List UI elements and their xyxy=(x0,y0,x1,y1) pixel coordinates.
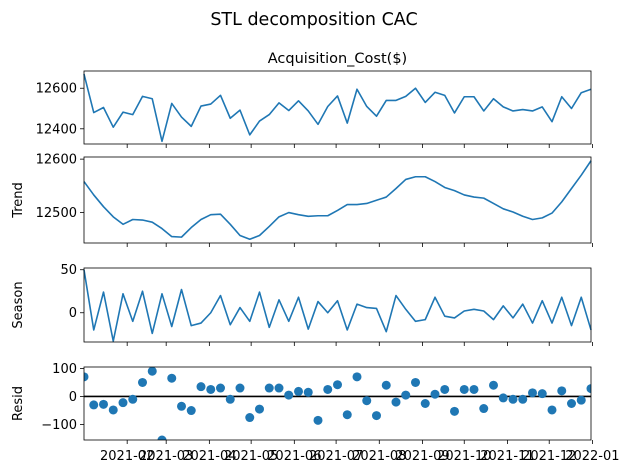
data-point xyxy=(147,367,157,376)
data-point xyxy=(479,404,489,414)
data-point xyxy=(99,399,108,409)
y-tick-label: 12500 xyxy=(36,206,77,221)
data-point xyxy=(401,390,411,400)
data-point xyxy=(284,390,294,400)
data-point xyxy=(498,393,508,403)
data-point xyxy=(381,380,391,390)
data-point xyxy=(557,386,567,396)
data-point xyxy=(411,377,420,387)
y-tick-label: 100 xyxy=(52,362,77,377)
data-point xyxy=(84,372,89,382)
y-tick-label: −100 xyxy=(41,418,77,433)
data-point xyxy=(518,394,528,404)
data-point xyxy=(391,397,401,407)
data-point xyxy=(352,372,362,382)
series-line xyxy=(83,160,592,241)
data-point xyxy=(362,396,372,406)
data-point xyxy=(576,395,586,405)
y-axis-label: Trend xyxy=(11,182,26,219)
data-point xyxy=(196,382,206,392)
x-tick-label: 2021-12 xyxy=(522,449,576,464)
data-point xyxy=(567,399,576,408)
panel-4: Resid−10001002021-022021-032021-042021-0… xyxy=(11,362,620,464)
axes-frame xyxy=(83,156,592,244)
panel-1: Acquisition_Cost($) 12400 12600 xyxy=(36,51,593,148)
y-tick-label: 0 xyxy=(69,390,77,405)
x-tick-label: 2021-08 xyxy=(352,449,406,464)
panel-3: Season 0 50 xyxy=(11,263,593,346)
data-point xyxy=(303,387,313,397)
data-point xyxy=(245,413,255,423)
data-point xyxy=(537,389,547,399)
data-point xyxy=(157,435,167,440)
x-tick-label: 2022-01 xyxy=(565,449,619,464)
data-point xyxy=(323,384,333,394)
data-point xyxy=(294,386,303,396)
panels: Acquisition_Cost($) 12400 12600 Trend 12500 1… xyxy=(11,51,620,464)
data-point xyxy=(264,383,274,393)
data-point xyxy=(255,404,264,414)
data-point xyxy=(225,394,235,404)
data-point xyxy=(508,394,518,404)
data-point xyxy=(138,377,147,387)
data-point xyxy=(342,410,352,420)
data-point xyxy=(177,401,186,411)
panel-title: Acquisition_Cost($) xyxy=(268,51,407,67)
x-tick-label: 2021-04 xyxy=(182,449,236,464)
data-point xyxy=(89,400,99,410)
y-tick-label: 12400 xyxy=(36,122,77,137)
data-point xyxy=(235,383,245,393)
data-point xyxy=(430,389,440,399)
x-tick-label: 2021-11 xyxy=(480,449,534,464)
x-tick-label: 2021-03 xyxy=(139,449,193,464)
y-axis-label: Resid xyxy=(11,386,26,421)
data-point xyxy=(528,388,537,398)
data-point xyxy=(469,384,479,394)
data-point xyxy=(206,384,216,394)
axes-frame xyxy=(83,366,592,441)
series-line xyxy=(83,73,592,143)
data-point xyxy=(186,406,196,416)
data-point xyxy=(489,380,498,390)
axes-frame xyxy=(83,70,592,145)
data-point xyxy=(167,373,177,383)
data-point xyxy=(440,384,450,394)
data-point xyxy=(333,380,342,390)
x-tick-label: 2021-06 xyxy=(267,449,321,464)
y-tick-label: 50 xyxy=(60,263,77,278)
series-line xyxy=(83,269,592,342)
x-tick-label: 2021-02 xyxy=(100,449,154,464)
data-point xyxy=(420,399,430,408)
data-point xyxy=(216,383,225,393)
y-tick-label: 12600 xyxy=(36,82,77,97)
axes-frame xyxy=(83,267,592,343)
y-axis-label: Season xyxy=(11,281,26,328)
x-tick-label: 2021-10 xyxy=(437,449,491,464)
data-point xyxy=(108,405,118,415)
data-point xyxy=(450,406,459,416)
data-point xyxy=(128,394,138,404)
data-point xyxy=(459,384,469,394)
data-point xyxy=(313,415,323,425)
y-tick-label: 0 xyxy=(69,306,77,321)
scatter-points xyxy=(84,367,591,440)
data-point xyxy=(274,383,284,393)
data-point xyxy=(118,398,128,408)
data-point xyxy=(547,405,557,415)
data-point xyxy=(586,384,591,394)
y-tick-label: 12600 xyxy=(36,153,77,168)
panel-2: Trend 12500 12600 xyxy=(11,153,593,247)
data-point xyxy=(372,411,381,421)
x-tick-label: 2021-09 xyxy=(395,449,449,464)
x-tick-label: 2021-07 xyxy=(309,449,363,464)
x-tick-label: 2021-05 xyxy=(224,449,278,464)
figure-title: STL decomposition CAC xyxy=(210,10,417,30)
